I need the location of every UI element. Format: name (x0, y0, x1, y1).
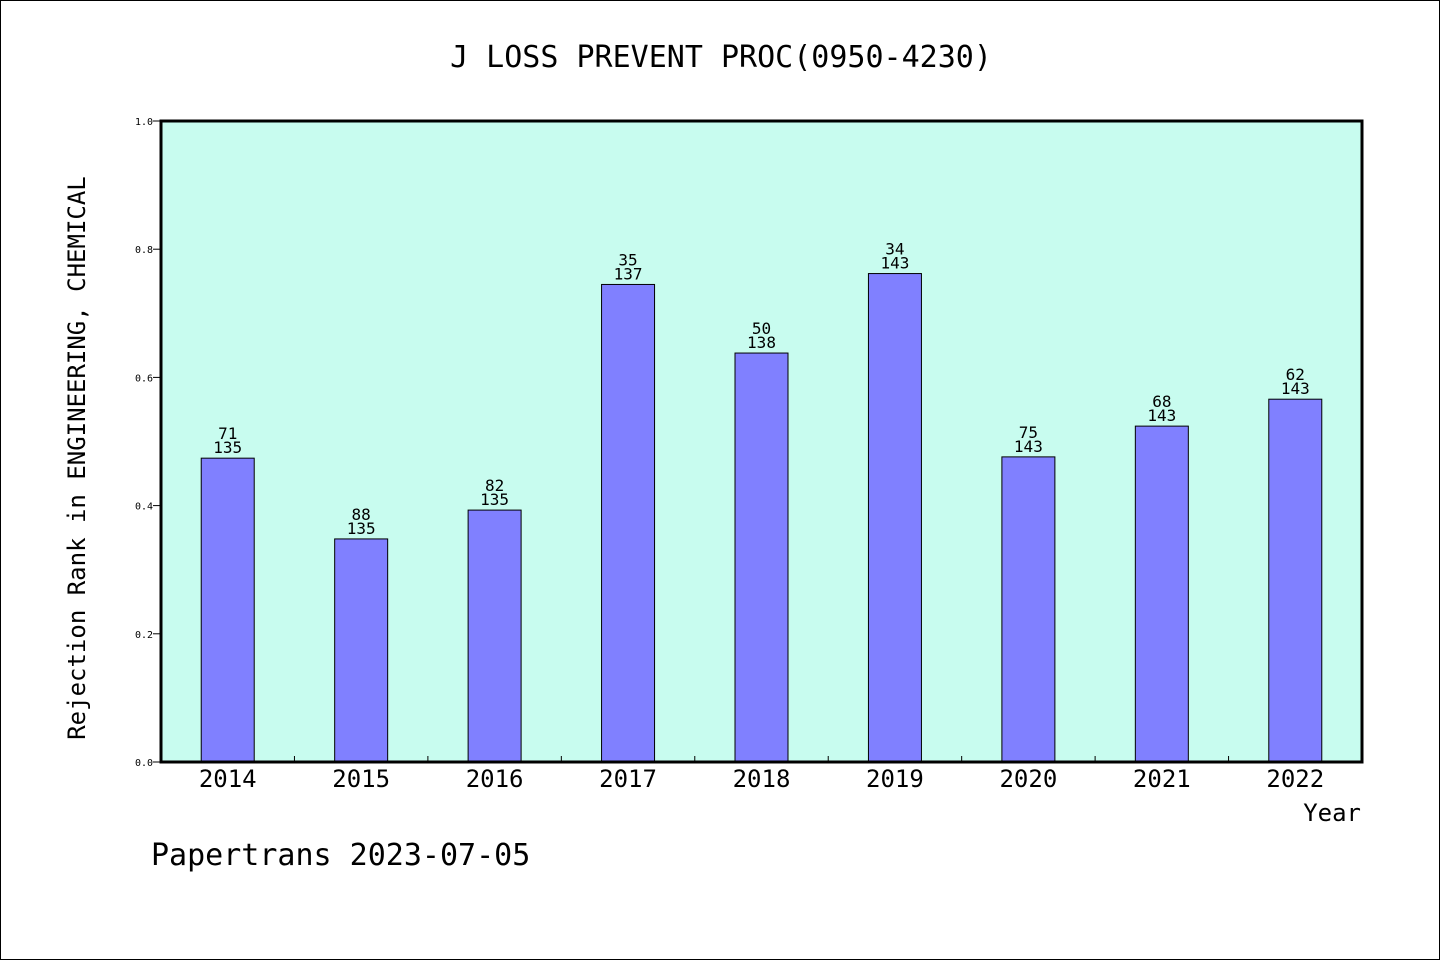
x-tick-label: 2017 (599, 765, 657, 793)
x-axis-label: Year (1303, 799, 1361, 827)
y-tick-label: 0.2 (135, 630, 153, 641)
bar-rank-label: 62 (1286, 365, 1305, 384)
x-tick-label: 2016 (466, 765, 524, 793)
bar (867, 273, 922, 763)
x-tick-label: 2021 (1133, 765, 1191, 793)
bar-total-label: 143 (880, 254, 909, 273)
x-tick-label: 2020 (999, 765, 1057, 793)
bar-total-label: 137 (614, 264, 643, 283)
bar-rank-label: 82 (485, 476, 504, 495)
y-tick-label: 0.8 (135, 245, 153, 256)
bar (334, 538, 389, 763)
x-tick-label: 2018 (733, 765, 791, 793)
bar (467, 509, 522, 763)
y-axis-label: Rejection Rank in ENGINEERING, CHEMICAL (63, 176, 91, 740)
chart-title: J LOSS PREVENT PROC(0950-4230) (450, 40, 992, 75)
y-tick-label: 0.0 (135, 758, 153, 769)
bar-total-label: 143 (1014, 437, 1043, 456)
bar (601, 283, 656, 763)
bar-rank-label: 35 (618, 250, 637, 269)
bar-rank-label: 50 (752, 319, 771, 338)
bar-rank-label: 88 (352, 505, 371, 524)
bar (1268, 398, 1323, 763)
y-tick-label: 1.0 (135, 117, 153, 128)
x-tick-label: 2019 (866, 765, 924, 793)
bar (734, 352, 789, 763)
x-tick-label: 2015 (332, 765, 390, 793)
x-tick-label: 2022 (1266, 765, 1324, 793)
bars-group: 7113588135821353513750138341437514368143… (200, 240, 1323, 763)
bar-total-label: 143 (1147, 406, 1176, 425)
bar-total-label: 135 (480, 490, 509, 509)
bar (1134, 425, 1189, 763)
bar-rank-label: 34 (885, 240, 904, 259)
bar-rank-label: 71 (218, 424, 237, 443)
bar-total-label: 143 (1281, 379, 1310, 398)
bar-rank-label: 75 (1019, 423, 1038, 442)
bar (1001, 456, 1056, 763)
y-tick-label: 0.4 (135, 502, 153, 513)
footer-text: Papertrans 2023-07-05 (151, 838, 530, 873)
bar-total-label: 135 (347, 519, 376, 538)
bar-total-label: 135 (213, 438, 242, 457)
ticks-group: 0.0 0.2 0.4 0.6 0.8 1.0 2014 2015 2016 2017 2018 20… (135, 117, 1324, 793)
y-tick-label: 0.6 (135, 373, 153, 384)
x-tick-label: 2014 (199, 765, 257, 793)
bar-rank-label: 68 (1152, 392, 1171, 411)
plot-frame (159, 119, 1364, 764)
bar-total-label: 138 (747, 333, 776, 352)
bar (200, 457, 255, 763)
